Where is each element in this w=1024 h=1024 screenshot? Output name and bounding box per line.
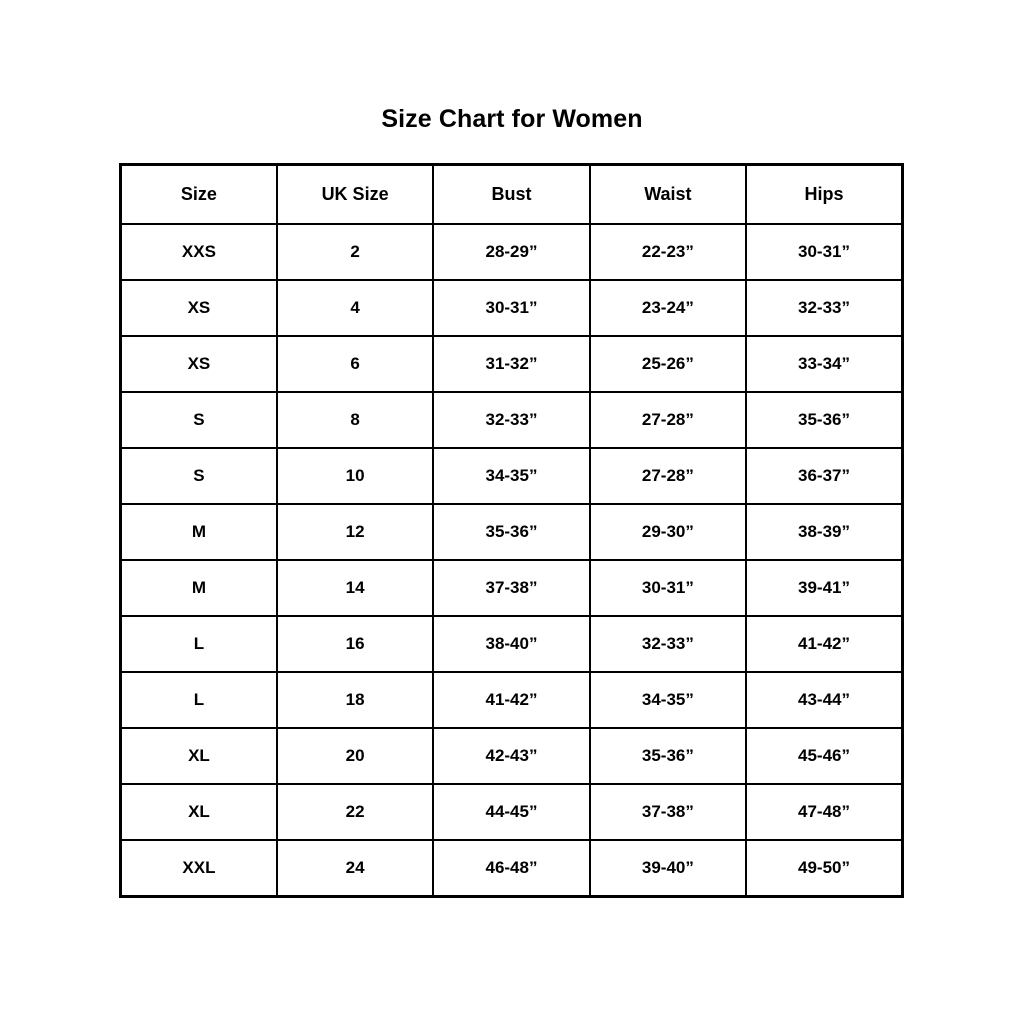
table-row: XL 20 42-43” 35-36” 45-46”: [119, 727, 904, 785]
table-row: M 12 35-36” 29-30” 38-39”: [119, 503, 904, 561]
cell-waist: 27-28”: [588, 391, 748, 449]
cell-waist: 39-40”: [588, 839, 748, 898]
cell-uk-size: 20: [275, 727, 435, 785]
cell-hips: 43-44”: [745, 671, 904, 729]
cell-bust: 35-36”: [432, 503, 591, 561]
cell-size: M: [119, 559, 278, 617]
column-header-hips: Hips: [745, 163, 904, 225]
cell-uk-size: 12: [275, 503, 435, 561]
cell-size: M: [119, 503, 278, 561]
cell-size: XL: [119, 727, 278, 785]
cell-uk-size: 16: [275, 615, 435, 673]
cell-size: S: [119, 447, 278, 505]
cell-bust: 32-33”: [432, 391, 591, 449]
cell-bust: 31-32”: [432, 335, 591, 393]
table-row: XL 22 44-45” 37-38” 47-48”: [119, 783, 904, 841]
cell-uk-size: 4: [275, 279, 435, 337]
cell-bust: 34-35”: [432, 447, 591, 505]
cell-size: XXS: [119, 223, 278, 281]
cell-hips: 35-36”: [745, 391, 904, 449]
size-chart-table-container: Size UK Size Bust Waist Hips XXS 2 28-29…: [119, 163, 904, 898]
column-header-size: Size: [119, 163, 278, 225]
cell-waist: 27-28”: [588, 447, 748, 505]
cell-size: L: [119, 671, 278, 729]
cell-hips: 45-46”: [745, 727, 904, 785]
table-row: S 8 32-33” 27-28” 35-36”: [119, 391, 904, 449]
column-header-bust: Bust: [432, 163, 591, 225]
cell-waist: 30-31”: [588, 559, 748, 617]
table-body: XXS 2 28-29” 22-23” 30-31” XS 4 30-31” 2…: [119, 223, 904, 898]
cell-size: XS: [119, 279, 278, 337]
cell-hips: 38-39”: [745, 503, 904, 561]
cell-hips: 49-50”: [745, 839, 904, 898]
table-row: L 16 38-40” 32-33” 41-42”: [119, 615, 904, 673]
cell-size: L: [119, 615, 278, 673]
cell-bust: 30-31”: [432, 279, 591, 337]
cell-uk-size: 6: [275, 335, 435, 393]
cell-waist: 23-24”: [588, 279, 748, 337]
table-row: M 14 37-38” 30-31” 39-41”: [119, 559, 904, 617]
cell-uk-size: 2: [275, 223, 435, 281]
column-header-waist: Waist: [588, 163, 748, 225]
cell-bust: 46-48”: [432, 839, 591, 898]
cell-bust: 38-40”: [432, 615, 591, 673]
cell-uk-size: 8: [275, 391, 435, 449]
cell-bust: 28-29”: [432, 223, 591, 281]
page-title: Size Chart for Women: [381, 105, 643, 133]
table-row: L 18 41-42” 34-35” 43-44”: [119, 671, 904, 729]
cell-hips: 33-34”: [745, 335, 904, 393]
cell-waist: 35-36”: [588, 727, 748, 785]
cell-bust: 37-38”: [432, 559, 591, 617]
cell-uk-size: 24: [275, 839, 435, 898]
cell-size: XXL: [119, 839, 278, 898]
column-header-uk-size: UK Size: [275, 163, 435, 225]
cell-waist: 22-23”: [588, 223, 748, 281]
cell-waist: 25-26”: [588, 335, 748, 393]
cell-waist: 32-33”: [588, 615, 748, 673]
cell-uk-size: 10: [275, 447, 435, 505]
table-header-row: Size UK Size Bust Waist Hips: [119, 163, 904, 225]
cell-waist: 34-35”: [588, 671, 748, 729]
cell-waist: 29-30”: [588, 503, 748, 561]
cell-size: XS: [119, 335, 278, 393]
table-header: Size UK Size Bust Waist Hips: [119, 163, 904, 225]
cell-bust: 44-45”: [432, 783, 591, 841]
table-row: XXS 2 28-29” 22-23” 30-31”: [119, 223, 904, 281]
cell-hips: 32-33”: [745, 279, 904, 337]
table-row: XXL 24 46-48” 39-40” 49-50”: [119, 839, 904, 898]
cell-hips: 36-37”: [745, 447, 904, 505]
cell-hips: 39-41”: [745, 559, 904, 617]
cell-uk-size: 14: [275, 559, 435, 617]
cell-size: S: [119, 391, 278, 449]
table-row: XS 4 30-31” 23-24” 32-33”: [119, 279, 904, 337]
cell-hips: 47-48”: [745, 783, 904, 841]
cell-bust: 42-43”: [432, 727, 591, 785]
table-row: XS 6 31-32” 25-26” 33-34”: [119, 335, 904, 393]
cell-size: XL: [119, 783, 278, 841]
cell-uk-size: 22: [275, 783, 435, 841]
cell-waist: 37-38”: [588, 783, 748, 841]
cell-uk-size: 18: [275, 671, 435, 729]
size-chart-table: Size UK Size Bust Waist Hips XXS 2 28-29…: [119, 163, 904, 898]
table-row: S 10 34-35” 27-28” 36-37”: [119, 447, 904, 505]
cell-hips: 41-42”: [745, 615, 904, 673]
cell-hips: 30-31”: [745, 223, 904, 281]
cell-bust: 41-42”: [432, 671, 591, 729]
